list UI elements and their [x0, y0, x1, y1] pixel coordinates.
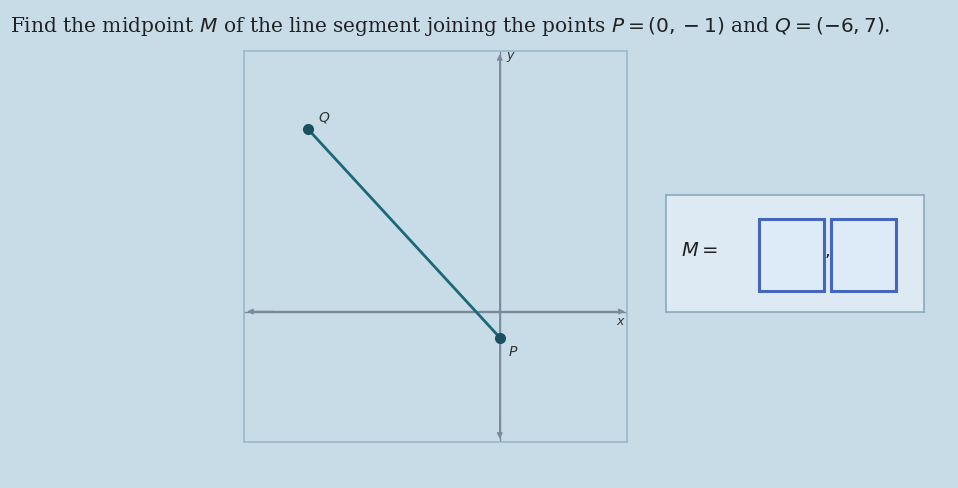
Text: $M =$: $M =$	[681, 243, 718, 261]
FancyBboxPatch shape	[832, 219, 896, 291]
Text: $x$: $x$	[616, 315, 626, 327]
Text: $y$: $y$	[506, 50, 515, 64]
FancyBboxPatch shape	[759, 219, 824, 291]
Text: $P$: $P$	[508, 345, 518, 359]
Text: ,: ,	[825, 243, 831, 261]
Text: Find the midpoint $M$ of the line segment joining the points $P = (0, -1)$ and $: Find the midpoint $M$ of the line segmen…	[10, 15, 890, 38]
Text: $Q$: $Q$	[318, 110, 331, 125]
